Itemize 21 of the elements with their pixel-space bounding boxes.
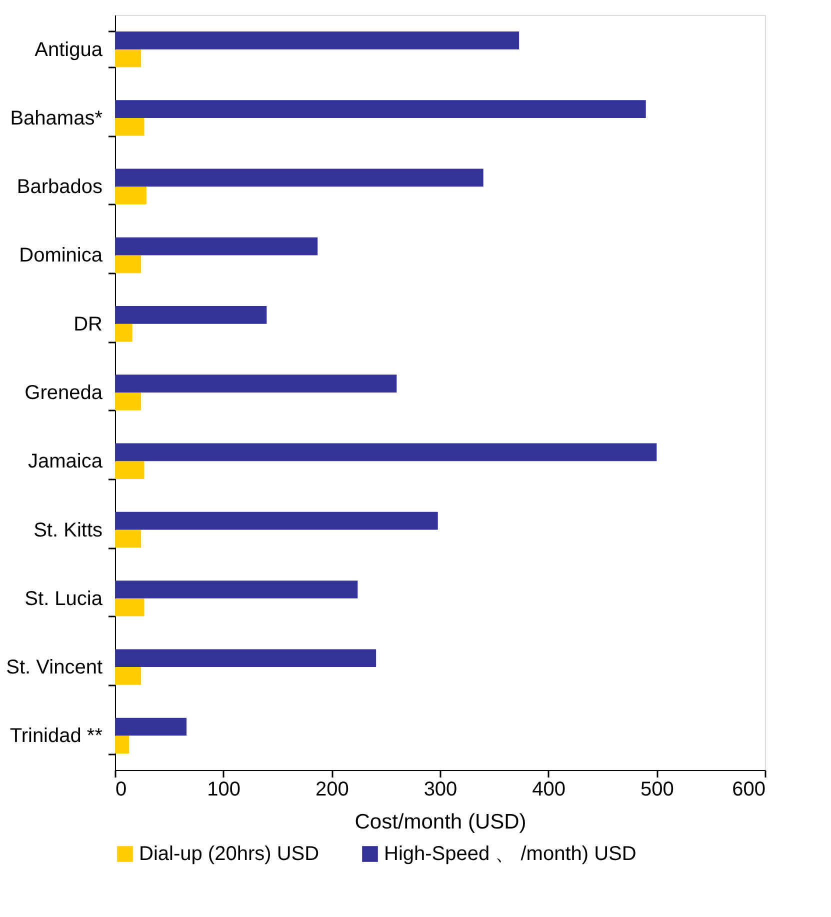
y-tick-label: St. Vincent	[6, 656, 103, 679]
y-tick-label: Bahamas*	[10, 107, 103, 130]
x-tick-label: 200	[315, 778, 349, 800]
y-tick-label: St. Lucia	[24, 588, 104, 610]
legend-label: Dial-up (20hrs) USD	[139, 843, 320, 865]
x-tick-label: 500	[640, 778, 674, 800]
y-tick-label: Dominica	[19, 244, 104, 267]
y-tick-label: Trinidad **	[10, 725, 103, 748]
y-tick-label: Barbados	[16, 176, 102, 198]
y-tick-label: St. Kitts	[34, 519, 102, 542]
x-axis-title: Cost/month (USD)	[354, 810, 526, 834]
legend-label: High-Speed 、 /month) USD	[384, 843, 636, 865]
x-tick-label: 0	[116, 778, 127, 800]
x-tick-label: 600	[732, 778, 766, 800]
x-tick-label: 100	[207, 778, 241, 800]
y-tick-label: DR	[74, 313, 102, 336]
x-tick-label: 300	[424, 778, 458, 800]
y-tick-label: Jamaica	[28, 450, 104, 473]
x-tick-label: 400	[532, 778, 566, 800]
y-tick-label: Greneda	[24, 382, 104, 404]
y-tick-label: Antigua	[34, 38, 104, 61]
